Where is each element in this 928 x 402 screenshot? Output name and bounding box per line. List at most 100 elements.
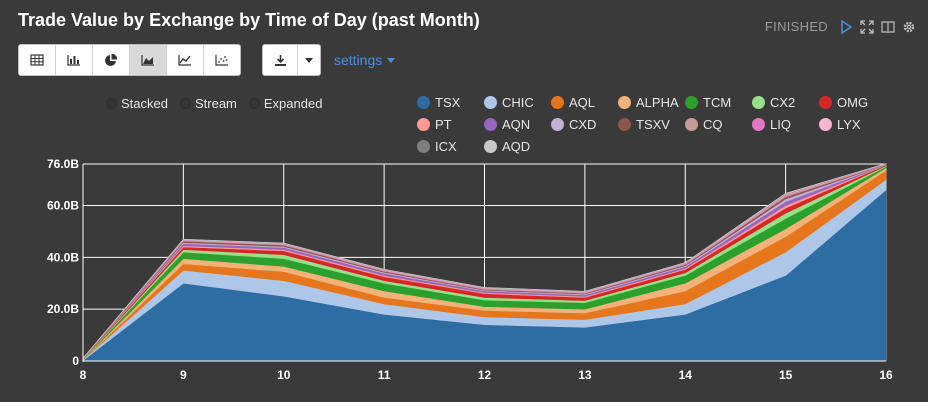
legend-swatch: [819, 118, 832, 131]
legend-label: ICX: [435, 139, 457, 154]
legend-label: CX2: [770, 95, 796, 110]
legend-label: LYX: [837, 117, 861, 132]
legend-item-alpha[interactable]: ALPHA: [618, 94, 685, 111]
legend-item-aqn[interactable]: AQN: [484, 116, 551, 133]
legend-swatch: [551, 96, 564, 109]
legend-label: AQN: [502, 117, 531, 132]
x-tick-label: 13: [578, 368, 592, 382]
legend-item-omg[interactable]: OMG: [819, 94, 886, 111]
legend-swatch: [484, 118, 497, 131]
y-tick-label: 76.0B: [47, 157, 79, 171]
legend-label: TCM: [703, 95, 732, 110]
legend-swatch: [551, 118, 564, 131]
legend-label: CQ: [703, 117, 723, 132]
legend-swatch: [417, 96, 430, 109]
x-tick-label: 15: [779, 368, 793, 382]
pie-chart-icon: [105, 53, 118, 66]
legend-item-cq[interactable]: CQ: [685, 116, 752, 133]
x-tick-label: 14: [679, 368, 693, 382]
y-tick-label: 20.0B: [47, 302, 79, 316]
table-view-button[interactable]: [19, 45, 56, 75]
legend-swatch: [618, 96, 631, 109]
legend-item-tcm[interactable]: TCM: [685, 94, 752, 111]
legend-label: AQD: [502, 139, 531, 154]
legend-swatch: [484, 96, 497, 109]
x-tick-label: 16: [879, 368, 893, 382]
chart-legend: TSX CHIC AQL ALPHA TCM CX2 OMG PT AQN CXD TSXV CQ LI…: [417, 94, 887, 155]
mode-expanded[interactable]: Expanded: [248, 96, 323, 111]
y-tick-label: 60.0B: [47, 198, 79, 212]
legend-swatch: [752, 96, 765, 109]
legend-item-cxd[interactable]: CXD: [551, 116, 618, 133]
play-icon[interactable]: [839, 19, 853, 34]
legend-label: OMG: [837, 95, 869, 110]
legend-item-pt[interactable]: PT: [417, 116, 484, 133]
x-tick-label: 8: [80, 368, 87, 382]
fullscreen-icon[interactable]: [860, 19, 874, 34]
settings-caret-icon: [387, 57, 396, 63]
x-tick-label: 11: [378, 368, 391, 382]
download-icon: [274, 54, 286, 66]
line-chart-icon: [178, 55, 191, 66]
settings-label: settings: [334, 52, 383, 68]
legend-item-chic[interactable]: CHIC: [484, 94, 551, 111]
download-dropdown-button[interactable]: [298, 45, 320, 75]
x-tick-label: 10: [277, 368, 291, 382]
chart-axes: 8 9 10 11 12 13 14 15 16 0 20.0B 40.0B 60.0B 76.0B: [47, 157, 893, 382]
table-icon: [30, 54, 44, 66]
book-icon[interactable]: [881, 20, 895, 34]
area-series-aqd[interactable]: [82, 163, 887, 360]
gear-icon[interactable]: [902, 20, 916, 34]
legend-item-aqd[interactable]: AQD: [484, 138, 551, 155]
legend-label: LIQ: [770, 117, 791, 132]
legend-item-liq[interactable]: LIQ: [752, 116, 819, 133]
legend-item-cx2[interactable]: CX2: [752, 94, 819, 111]
legend-label: CXD: [569, 117, 597, 132]
legend-item-tsxv[interactable]: TSXV: [618, 116, 685, 133]
chart-areas: [82, 163, 887, 362]
x-tick-label: 12: [478, 368, 492, 382]
legend-label: TSX: [435, 95, 461, 110]
legend-label: PT: [435, 117, 452, 132]
legend-swatch: [685, 96, 698, 109]
legend-label: AQL: [569, 95, 596, 110]
legend-swatch: [417, 140, 430, 153]
mode-label: Stacked: [121, 96, 168, 111]
y-tick-label: 40.0B: [47, 250, 79, 264]
paragraph-status: FINISHED: [765, 19, 916, 34]
mode-stream[interactable]: Stream: [179, 96, 237, 111]
legend-swatch: [752, 118, 765, 131]
area-chart-button[interactable]: [130, 45, 167, 75]
legend-item-aql[interactable]: AQL: [551, 94, 618, 111]
download-button[interactable]: [263, 45, 298, 75]
scatter-chart-icon: [215, 55, 228, 66]
legend-item-lyx[interactable]: LYX: [819, 116, 886, 133]
legend-swatch: [819, 96, 832, 109]
x-tick-label: 9: [180, 368, 187, 382]
legend-label: CHIC: [502, 95, 534, 110]
radio-icon: [106, 98, 117, 109]
mode-stacked[interactable]: Stacked: [106, 96, 168, 111]
settings-toggle[interactable]: settings: [334, 52, 396, 68]
stack-mode-controls: Stacked Stream Expanded: [106, 96, 322, 111]
download-group: [262, 44, 321, 76]
chart-type-toolbar: [18, 44, 241, 76]
mode-label: Stream: [194, 96, 237, 111]
area-chart-icon: [141, 55, 154, 66]
chart-title: Trade Value by Exchange by Time of Day (…: [18, 10, 480, 30]
legend-item-tsx[interactable]: TSX: [417, 94, 484, 111]
radio-icon: [248, 98, 260, 109]
radio-icon: [179, 98, 191, 109]
pie-chart-button[interactable]: [93, 45, 130, 75]
legend-item-icx[interactable]: ICX: [417, 138, 484, 155]
legend-swatch: [618, 118, 631, 131]
bar-chart-button[interactable]: [56, 45, 93, 75]
status-text: FINISHED: [764, 19, 828, 34]
line-chart-button[interactable]: [167, 45, 204, 75]
scatter-chart-button[interactable]: [204, 45, 240, 75]
legend-swatch: [484, 140, 497, 153]
caret-down-icon: [305, 57, 313, 63]
legend-swatch: [685, 118, 698, 131]
mode-label: Expanded: [263, 96, 323, 111]
